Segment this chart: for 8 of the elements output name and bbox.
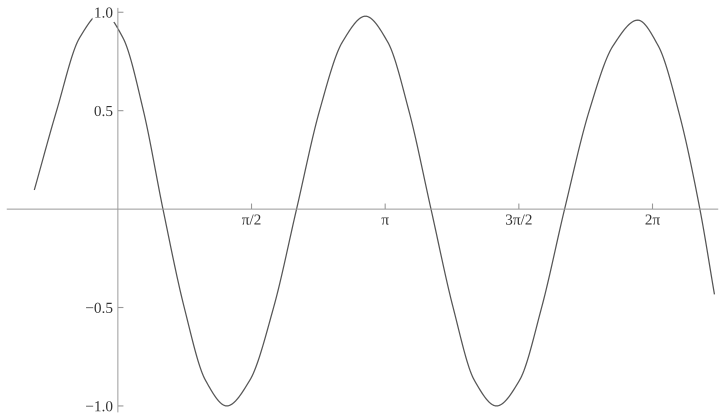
x-tick-label: π/2	[242, 214, 260, 225]
y-tick-label: −0.5	[86, 302, 112, 314]
y-tick-label: 0.5	[94, 106, 112, 116]
y-tick-label: 1.0	[95, 7, 112, 18]
x-tick-label: 3π/2	[506, 214, 532, 225]
y-tick-label: −1.0	[86, 401, 112, 412]
x-tick-label: 2π	[646, 214, 660, 225]
x-tick-label: π	[382, 218, 389, 225]
